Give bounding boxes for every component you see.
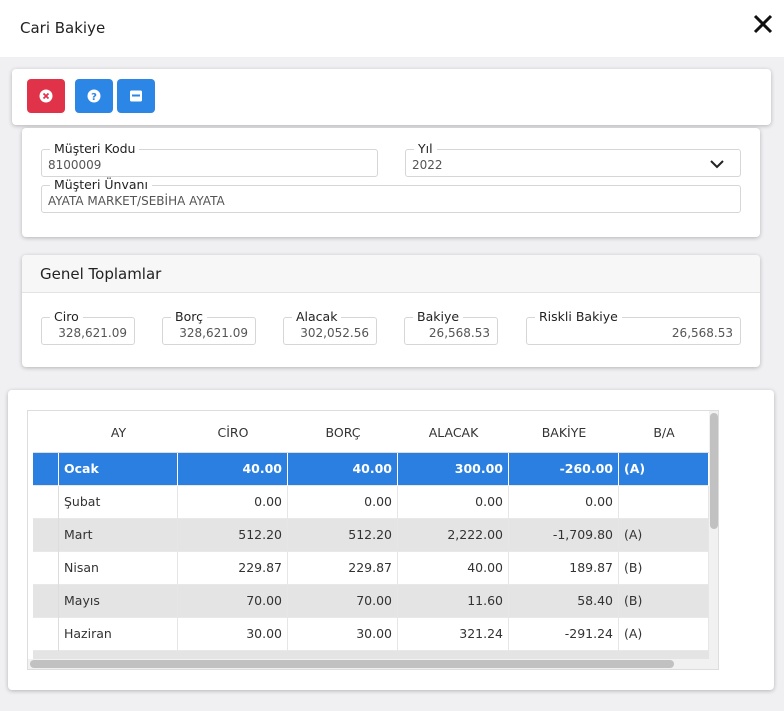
column-header: ALACAK xyxy=(428,425,479,440)
table-cell: 229.87 xyxy=(178,552,288,585)
field-label: Yıl xyxy=(414,142,437,156)
table-cell: 40.00 xyxy=(398,552,509,585)
table-row[interactable]: Ocak 40.00 40.00 300.00 -260.00 (A) xyxy=(33,453,709,486)
table-cell: 229.87 xyxy=(288,552,398,585)
input-field: 26,568.53 xyxy=(404,317,498,345)
table-cell: 189.87 xyxy=(509,552,619,585)
table-cell: (B) xyxy=(619,552,709,585)
table-cell: Ocak xyxy=(59,453,178,486)
column-header: B/A xyxy=(653,425,675,440)
table-cell: 40.00 xyxy=(178,453,288,486)
table-cell: -1,709.80 xyxy=(509,519,619,552)
column-header: AY xyxy=(110,425,127,440)
table-cell: 0.00 xyxy=(178,486,288,519)
table-cell: 70.00 xyxy=(288,585,398,618)
window-button[interactable] xyxy=(117,79,155,113)
grid-card: AY CİRO BORÇ ALACAK BAKİYE B/A Ocak 40.00 40.00 3… xyxy=(8,390,774,690)
toolbar: ? xyxy=(12,69,771,125)
svg-text:?: ? xyxy=(91,92,97,103)
header: Cari Bakiye xyxy=(0,0,784,57)
close-button[interactable] xyxy=(752,13,774,35)
table-cell: -291.24 xyxy=(509,618,619,651)
table-row[interactable]: Şubat 0.00 0.00 0.00 0.00 xyxy=(33,486,709,519)
input-field[interactable]: AYATA MARKET/SEBİHA AYATA xyxy=(41,185,741,213)
column-header: CİRO xyxy=(217,425,249,440)
help-button[interactable]: ? xyxy=(75,79,113,113)
row-indicator xyxy=(33,519,59,552)
input-field[interactable]: 2022 xyxy=(405,149,741,177)
row-indicator xyxy=(33,486,59,519)
field-value: AYATA MARKET/SEBİHA AYATA xyxy=(48,194,225,208)
table-cell: (B) xyxy=(619,585,709,618)
table-row[interactable]: Mayıs 70.00 70.00 11.60 58.40 (B) xyxy=(33,585,709,618)
table-cell: 0.00 xyxy=(398,486,509,519)
table-cell: (A) xyxy=(619,453,709,486)
field-value: 328,621.09 xyxy=(58,326,127,340)
field-value: 26,568.53 xyxy=(671,326,733,340)
table-cell xyxy=(619,486,709,519)
table-row[interactable]: Mart 512.20 512.20 2,222.00 -1,709.80 (A) xyxy=(33,519,709,552)
table-cell: 0.00 xyxy=(509,486,619,519)
table-cell: 11.60 xyxy=(398,585,509,618)
field-label: Borç xyxy=(171,310,207,324)
table-cell: 0.00 xyxy=(288,486,398,519)
row-indicator xyxy=(33,453,59,486)
form-card: 8100009 Müşteri Kodu 2022 Yıl AYATA MARKET/S… xyxy=(22,128,760,237)
totals-card: Genel Toplamlar 328,621.09 Ciro 328,621.09… xyxy=(22,255,760,367)
field-label: Ciro xyxy=(50,310,83,324)
table-cell: 512.20 xyxy=(178,519,288,552)
cancel-button[interactable] xyxy=(27,79,65,113)
field-value: 2022 xyxy=(412,158,443,172)
title: Cari Bakiye xyxy=(20,19,106,37)
column-header: BORÇ xyxy=(325,425,361,440)
table-row[interactable]: Nisan 229.87 229.87 40.00 189.87 (B) xyxy=(33,552,709,585)
table-cell: Nisan xyxy=(59,552,178,585)
field-label: Müşteri Kodu xyxy=(50,142,140,156)
table-cell: Mart xyxy=(59,519,178,552)
dropdown-arrow xyxy=(710,160,724,169)
section-title: Genel Toplamlar xyxy=(40,265,162,283)
table-row[interactable]: Haziran 30.00 30.00 321.24 -291.24 (A) xyxy=(33,618,709,651)
table-cell: 300.00 xyxy=(398,453,509,486)
field-label: Müşteri Ünvanı xyxy=(50,178,152,192)
row-indicator xyxy=(33,552,59,585)
row-indicator xyxy=(33,585,59,618)
table-cell: 30.00 xyxy=(178,618,288,651)
table-cell: -260.00 xyxy=(509,453,619,486)
table-cell: (A) xyxy=(619,618,709,651)
table-cell: 512.20 xyxy=(288,519,398,552)
h-scrollbar[interactable] xyxy=(28,659,709,669)
field-value: 26,568.53 xyxy=(428,326,490,340)
table-cell: 321.24 xyxy=(398,618,509,651)
table-cell: 70.00 xyxy=(178,585,288,618)
table-cell: 30.00 xyxy=(288,618,398,651)
field-value: 328,621.09 xyxy=(179,326,248,340)
row-indicator xyxy=(33,618,59,651)
field-value: 8100009 xyxy=(48,158,102,172)
column-header: BAKİYE xyxy=(541,425,587,440)
table-cell: Mayıs xyxy=(59,585,178,618)
header-border xyxy=(33,452,709,453)
field-label: Bakiye xyxy=(413,310,464,324)
table-cell: (A) xyxy=(619,519,709,552)
field-label: Riskli Bakiye xyxy=(535,310,622,324)
table-cell: Haziran xyxy=(59,618,178,651)
table-cell: Şubat xyxy=(59,486,178,519)
data-grid: AY CİRO BORÇ ALACAK BAKİYE B/A Ocak 40.00 40.00 3… xyxy=(27,410,719,670)
table-cell: 40.00 xyxy=(288,453,398,486)
table-cell: 58.40 xyxy=(509,585,619,618)
table-cell: 2,222.00 xyxy=(398,519,509,552)
input-field: 328,621.09 xyxy=(41,317,135,345)
field-label: Alacak xyxy=(292,310,342,324)
field-value: 302,052.56 xyxy=(300,326,369,340)
v-scrollbar[interactable] xyxy=(709,411,718,669)
